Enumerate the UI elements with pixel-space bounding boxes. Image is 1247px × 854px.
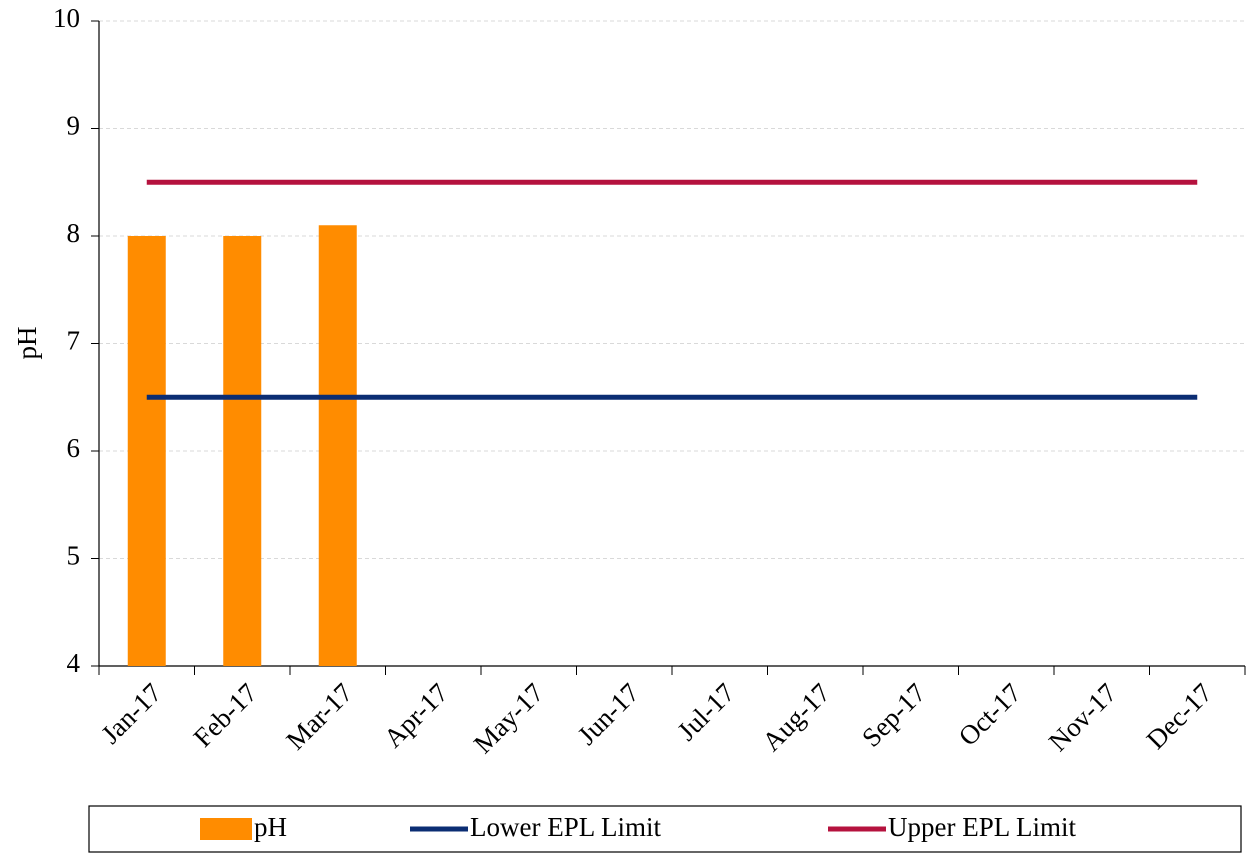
- x-tick-label: Mar-17: [280, 677, 358, 755]
- x-tick-label: Aug-17: [756, 677, 836, 757]
- x-tick-label: Feb-17: [188, 677, 263, 752]
- legend-label: pH: [254, 812, 287, 842]
- x-tick-label: Oct-17: [953, 677, 1027, 751]
- y-tick-label: 10: [53, 3, 80, 33]
- bar: [223, 236, 262, 666]
- x-tick-label: Nov-17: [1043, 677, 1123, 757]
- legend-swatch: [200, 818, 252, 840]
- legend-box: [88, 805, 1242, 853]
- y-tick-label: 8: [67, 218, 81, 248]
- y-tick-label: 5: [67, 541, 81, 571]
- x-tick-label: Jun-17: [572, 677, 645, 750]
- legend-label: Lower EPL Limit: [470, 812, 661, 842]
- x-tick-label: Jul-17: [671, 677, 740, 746]
- bar: [318, 225, 357, 666]
- y-tick-label: 4: [67, 648, 81, 678]
- y-tick-label: 7: [67, 326, 81, 356]
- bar: [127, 236, 166, 666]
- legend-label: Upper EPL Limit: [888, 812, 1076, 842]
- x-tick-label: Apr-17: [378, 677, 454, 753]
- y-tick-label: 9: [67, 111, 81, 141]
- x-tick-label: Jan-17: [95, 677, 167, 749]
- x-tick-label: May-17: [468, 677, 550, 759]
- y-axis-label: pH: [12, 327, 42, 360]
- x-tick-label: Sep-17: [856, 677, 931, 752]
- y-tick-label: 6: [67, 433, 81, 463]
- x-tick-label: Dec-17: [1140, 677, 1217, 754]
